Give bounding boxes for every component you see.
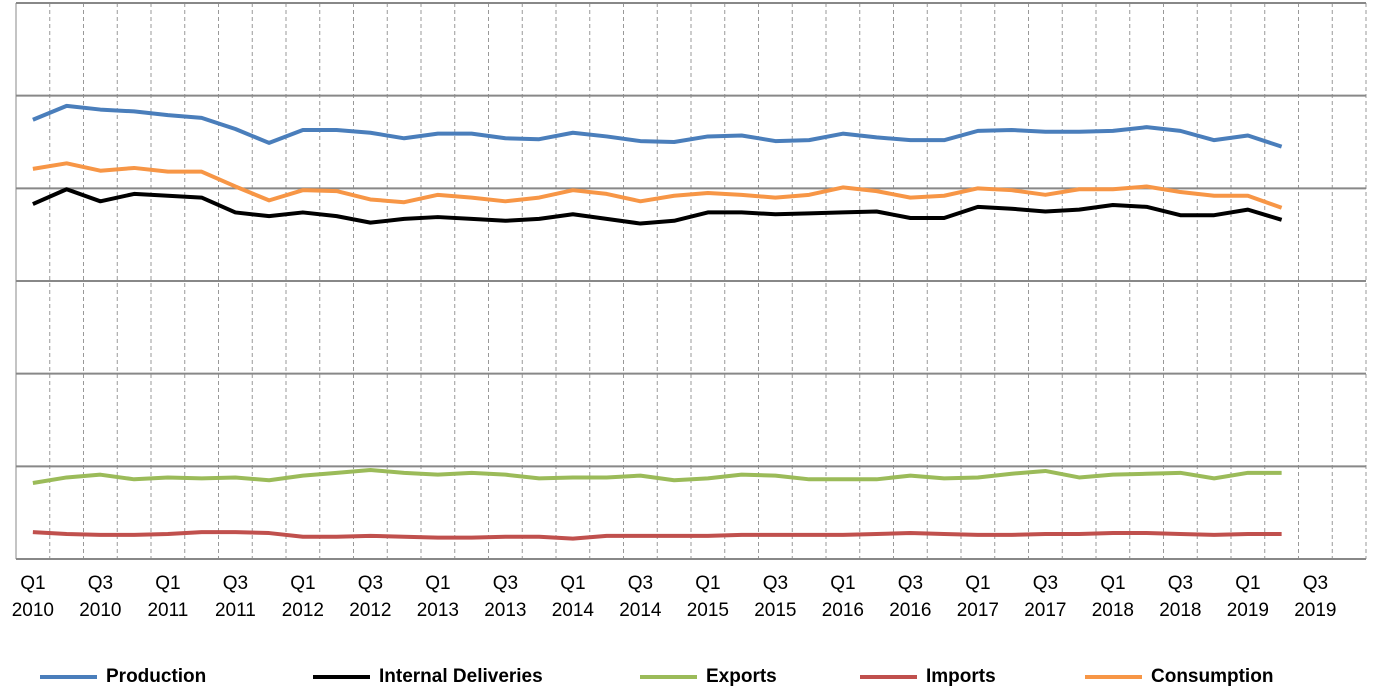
- legend-label: Production: [106, 666, 206, 687]
- x-tick-label: Q1 2015: [687, 573, 729, 621]
- x-tick-label: Q1 2012: [282, 573, 324, 621]
- series-line: [32, 103, 1283, 149]
- x-tick-label: Q3 2013: [484, 573, 526, 621]
- x-tick-label: Q1 2016: [822, 573, 864, 621]
- x-tick-label: Q3 2014: [619, 573, 662, 621]
- x-tick-label: Q3 2012: [349, 573, 391, 621]
- x-tick-label: Q1 2018: [1092, 573, 1134, 621]
- x-tick-label: Q1 2011: [147, 573, 188, 621]
- x-tick-label: Q3 2018: [1159, 573, 1201, 621]
- legend-label: Consumption: [1151, 666, 1273, 687]
- x-tick-label: Q1 2013: [417, 573, 459, 621]
- x-tick-label: Q1 2010: [12, 573, 54, 621]
- x-tick-label: Q3 2019: [1294, 573, 1336, 621]
- x-tick-label: Q3 2011: [215, 573, 256, 621]
- legend-label: Internal Deliveries: [379, 666, 543, 687]
- series-line: [32, 187, 1283, 226]
- x-tick-label: Q3 2015: [754, 573, 796, 621]
- x-tick-label: Q1 2014: [552, 573, 595, 621]
- x-tick-label: Q1 2017: [957, 573, 999, 621]
- x-tick-label: Q1 2019: [1227, 573, 1269, 621]
- legend-label: Exports: [706, 666, 777, 687]
- x-tick-label: Q3 2016: [889, 573, 931, 621]
- x-tick-label: Q3 2017: [1024, 573, 1066, 621]
- series-line: [32, 161, 1283, 210]
- legend-label: Imports: [926, 666, 996, 687]
- series-line: [32, 468, 1282, 485]
- x-tick-label: Q3 2010: [79, 573, 121, 621]
- series-line: [32, 530, 1282, 541]
